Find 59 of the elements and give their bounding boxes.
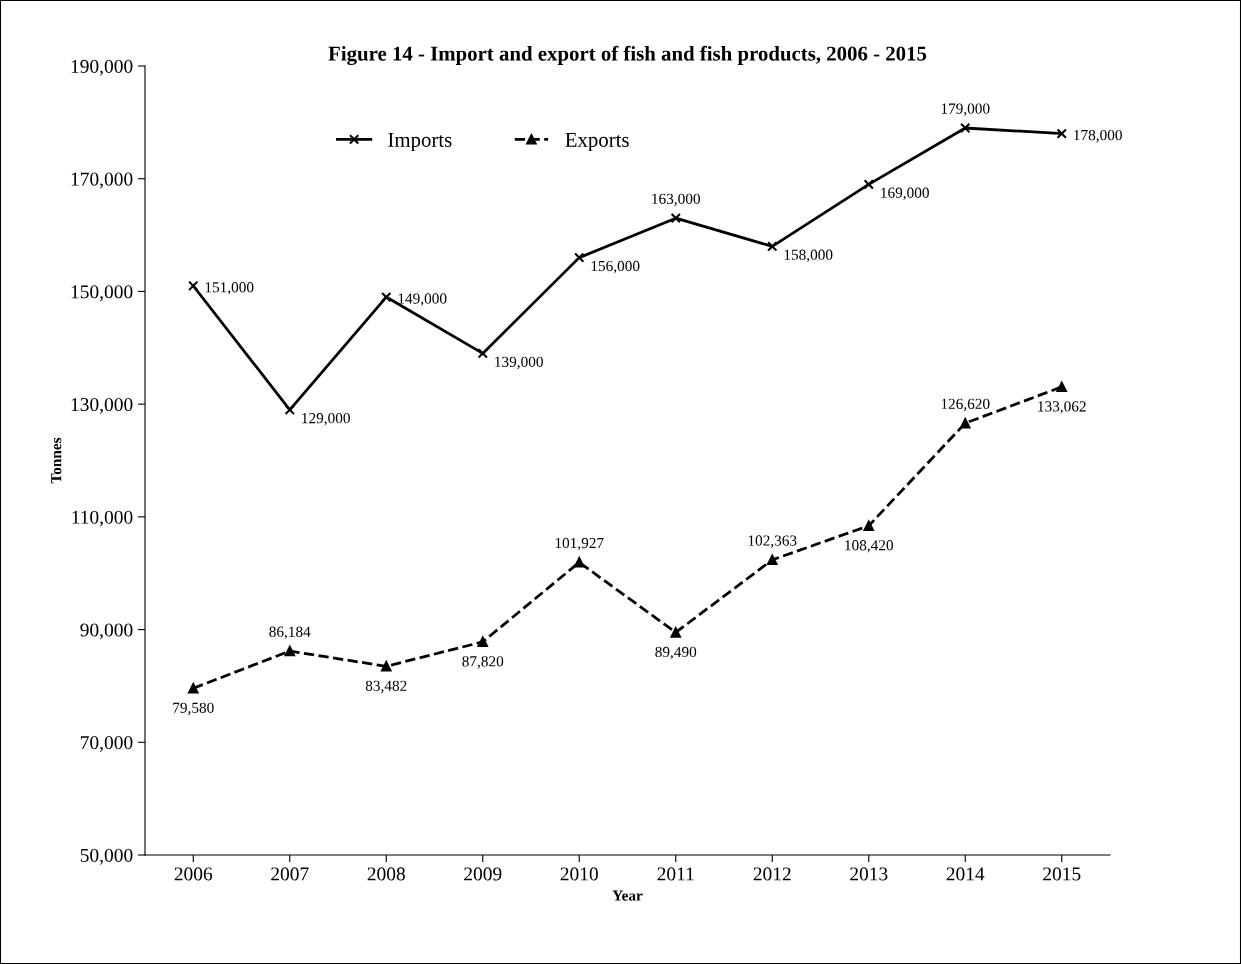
point bbox=[188, 280, 199, 291]
point bbox=[960, 122, 971, 134]
data-label: 156,000 bbox=[591, 260, 640, 274]
point bbox=[1056, 381, 1067, 393]
point bbox=[477, 636, 488, 648]
x-tick-label: 2011 bbox=[657, 867, 694, 881]
data-label: 108,420 bbox=[845, 540, 893, 553]
y-tick-label: 50,000 bbox=[80, 848, 133, 865]
data-label: 86,184 bbox=[269, 626, 311, 640]
data-label: 158,000 bbox=[784, 249, 833, 263]
point bbox=[574, 252, 585, 263]
x-tick-label: 2015 bbox=[1043, 867, 1081, 881]
data-label: 101,927 bbox=[555, 537, 604, 551]
point bbox=[767, 554, 778, 566]
data-label: 163,000 bbox=[652, 193, 700, 207]
point bbox=[284, 645, 295, 657]
data-label: 102,363 bbox=[748, 535, 797, 548]
x-tick-label: 2009 bbox=[464, 867, 502, 881]
y-axis-title: Tonnes bbox=[51, 437, 62, 484]
x-tick-label: 2013 bbox=[850, 867, 888, 881]
point bbox=[767, 241, 778, 252]
point bbox=[1056, 128, 1067, 139]
y-tick-label: 190,000 bbox=[71, 59, 133, 76]
point bbox=[863, 520, 874, 531]
point bbox=[477, 348, 488, 359]
y-tick-label: 170,000 bbox=[71, 172, 133, 189]
y-tick-label: 90,000 bbox=[80, 623, 133, 640]
x-tick-label: 2006 bbox=[174, 867, 213, 881]
chart-title: Figure 14 - Import and export of fish and fish products, 2006 - 2015 bbox=[328, 45, 927, 66]
x-tick-label: 2014 bbox=[946, 867, 985, 881]
data-label: 151,000 bbox=[205, 282, 254, 295]
point bbox=[863, 179, 874, 190]
x-tick-label: 2007 bbox=[271, 867, 309, 881]
x-tick-label: 2008 bbox=[367, 867, 405, 881]
legend-label: Imports bbox=[388, 133, 452, 152]
y-tick-label: 110,000 bbox=[72, 510, 133, 527]
y-tick-label: 70,000 bbox=[81, 736, 133, 753]
data-label: 178,000 bbox=[1074, 129, 1122, 143]
data-label: 149,000 bbox=[398, 293, 447, 306]
point bbox=[381, 291, 392, 303]
x-tick-label: 2010 bbox=[560, 867, 598, 881]
y-tick-label: 150,000 bbox=[71, 285, 133, 302]
point bbox=[670, 627, 681, 638]
point bbox=[960, 417, 971, 429]
data-label: 89,490 bbox=[655, 646, 697, 660]
data-label: 179,000 bbox=[941, 103, 990, 116]
x-tick-label: 2012 bbox=[753, 867, 791, 881]
legend-label: Exports bbox=[565, 133, 629, 152]
x-axis-title: Year bbox=[612, 890, 643, 901]
data-label: 87,820 bbox=[462, 656, 504, 669]
data-label: 129,000 bbox=[302, 413, 350, 426]
data-label: 83,482 bbox=[365, 680, 407, 694]
data-label: 169,000 bbox=[881, 187, 929, 201]
point bbox=[670, 212, 681, 224]
data-label: 133,062 bbox=[1038, 401, 1086, 414]
data-label: 139,000 bbox=[495, 356, 543, 370]
data-label: 79,580 bbox=[173, 702, 214, 716]
y-tick-label: 130,000 bbox=[71, 397, 133, 414]
data-label: 126,620 bbox=[941, 398, 990, 412]
